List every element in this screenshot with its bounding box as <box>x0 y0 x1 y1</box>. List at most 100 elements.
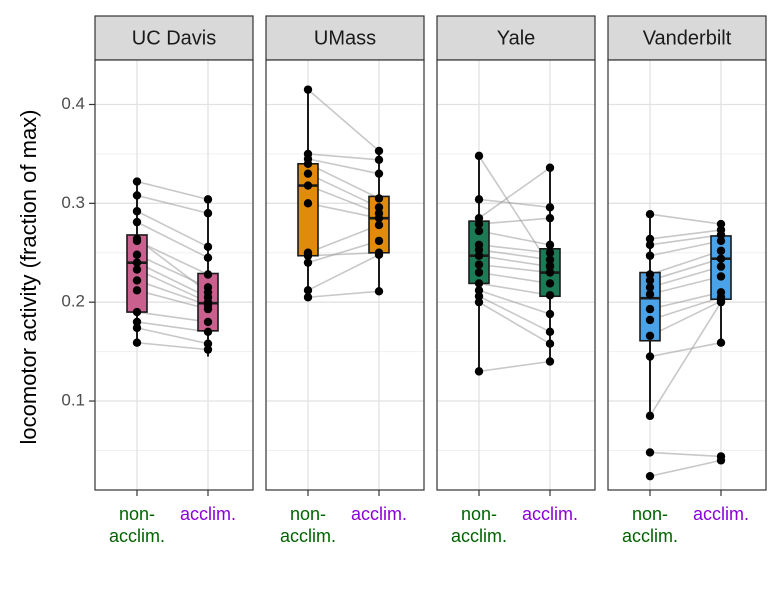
data-point <box>474 251 484 260</box>
data-point <box>645 471 655 481</box>
data-point <box>645 304 655 314</box>
data-point <box>132 286 142 295</box>
data-point <box>303 258 313 267</box>
pair-line <box>478 282 551 297</box>
data-point <box>132 258 142 267</box>
pair-line <box>307 290 380 299</box>
data-point <box>645 448 655 457</box>
pair-line <box>649 265 722 289</box>
pair-line <box>136 311 209 323</box>
pair-line <box>649 257 722 282</box>
data-point <box>203 304 213 314</box>
pair-line <box>136 341 209 351</box>
data-point <box>132 338 142 347</box>
pair-line <box>649 213 722 225</box>
pair-line <box>136 268 209 303</box>
data-point <box>374 250 384 259</box>
data-point <box>132 317 142 327</box>
pair-line <box>649 300 722 337</box>
facet-title: Yale <box>497 27 536 49</box>
pair-line <box>307 153 380 161</box>
data-point <box>474 268 484 277</box>
data-point <box>132 250 142 259</box>
data-point <box>545 262 555 271</box>
data-point <box>474 292 484 301</box>
data-point <box>303 85 313 94</box>
pair-line <box>478 244 551 254</box>
y-tick-label: 0.1 <box>61 391 85 410</box>
y-axis: 0.1 0.2 0.3 0.4 <box>61 94 95 410</box>
panel-yale: Yale non-acclim. acclim. <box>436 15 596 546</box>
data-point <box>716 254 726 263</box>
pair-line <box>478 271 551 285</box>
pair-line <box>307 184 380 214</box>
data-point <box>645 290 655 299</box>
pair-line <box>649 341 722 358</box>
data-point <box>645 240 655 250</box>
x-tick-label: acclim. <box>351 504 407 524</box>
data-point <box>645 234 655 244</box>
pair-line <box>478 230 551 246</box>
x-tick-label: acclim. <box>693 504 749 524</box>
pair-line <box>649 451 722 458</box>
data-point <box>374 203 384 212</box>
panel-umass: UMass non-acclim. acclim. <box>265 15 425 546</box>
pair-line <box>307 202 380 219</box>
panel-background <box>437 60 595 490</box>
data-point <box>132 234 142 244</box>
pair-line <box>478 360 551 373</box>
pair-line <box>478 301 551 345</box>
x-tick-label: acclim. <box>180 504 236 524</box>
data-point <box>374 213 384 223</box>
data-point <box>203 253 213 262</box>
data-point <box>203 242 213 252</box>
x-tick-label: non-acclim. <box>622 504 678 546</box>
data-point <box>374 169 384 178</box>
panel-vanderbilt: Vanderbilt non-acclim. acclim. <box>607 15 767 546</box>
data-point <box>474 226 484 236</box>
facet-title: UC Davis <box>132 27 216 49</box>
pair-line <box>136 279 209 306</box>
data-point <box>203 327 213 337</box>
data-point <box>645 270 655 279</box>
pair-line <box>478 198 551 209</box>
pair-line <box>649 301 722 417</box>
panel-border <box>94 59 254 491</box>
pair-line <box>136 194 209 214</box>
pair-line <box>649 291 722 310</box>
data-point <box>132 323 142 333</box>
data-point <box>303 286 313 295</box>
facet-strip <box>265 15 425 61</box>
data-point <box>374 146 384 156</box>
pair-line <box>478 155 551 267</box>
data-point <box>545 163 555 172</box>
data-point <box>132 177 142 186</box>
pair-line <box>136 289 209 310</box>
pair-line <box>136 240 209 276</box>
data-point <box>716 456 726 465</box>
data-point <box>716 236 726 246</box>
data-point <box>545 339 555 348</box>
panel-background <box>266 60 424 490</box>
data-point <box>645 283 655 292</box>
y-tick-label: 0.3 <box>61 193 85 212</box>
data-point <box>474 279 484 288</box>
data-point <box>545 203 555 212</box>
pair-line <box>478 295 551 333</box>
data-point <box>716 219 726 229</box>
pair-line <box>649 234 722 246</box>
panel-background <box>608 60 766 490</box>
pair-line <box>136 221 209 259</box>
data-point <box>132 191 142 200</box>
data-point <box>716 262 726 271</box>
data-point <box>132 217 142 227</box>
panels: UC Davis non-acclim. acclim. UMass non-accli… <box>94 15 767 546</box>
data-point <box>303 169 313 178</box>
facet-title: UMass <box>314 27 376 49</box>
pair-line <box>478 263 551 274</box>
data-point <box>374 236 384 246</box>
pair-line <box>307 224 380 254</box>
data-point <box>716 297 726 307</box>
data-point <box>545 309 555 319</box>
